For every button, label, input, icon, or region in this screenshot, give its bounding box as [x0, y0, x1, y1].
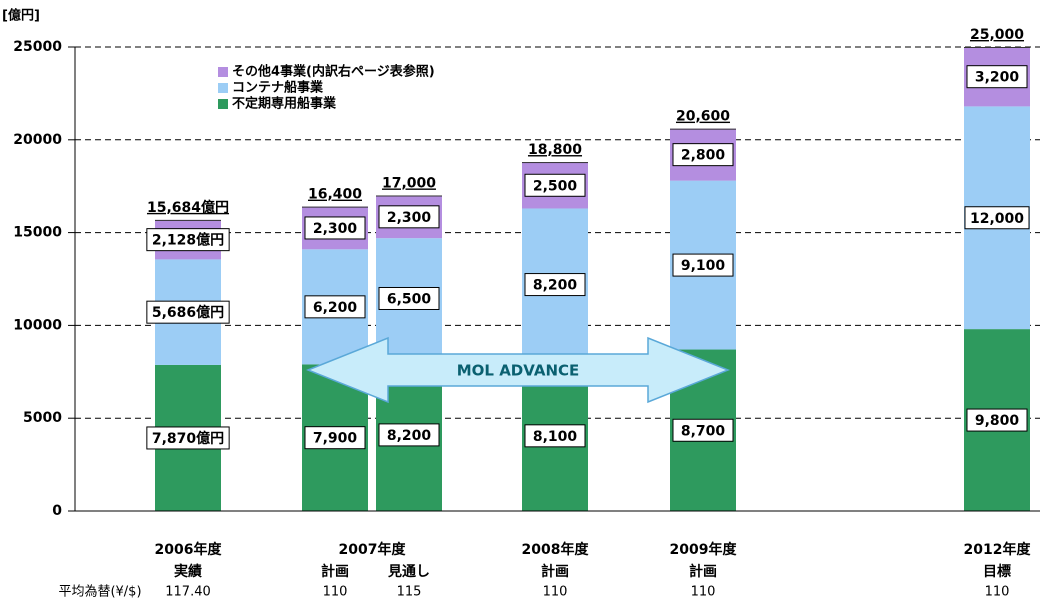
exchange-rate-label: 平均為替(¥/$) [58, 584, 141, 600]
value-label: 6,200 [313, 300, 358, 316]
total-marker [155, 219, 221, 221]
value-label: 8,200 [533, 278, 578, 294]
x-tick-label: 計画 [541, 563, 569, 580]
value-label-box [146, 426, 230, 450]
category-group-label: 2012年度 [964, 541, 1032, 558]
x-tick-label: 計画 [689, 563, 717, 580]
value-label-box [378, 423, 440, 447]
value-label-box [966, 408, 1028, 432]
x-tick-label: 実績 [174, 563, 202, 580]
total-label: 15,684億円 [147, 199, 229, 216]
exchange-rate-value: 115 [397, 585, 422, 600]
value-label-box [966, 65, 1028, 89]
category-group-label: 2008年度 [522, 541, 590, 558]
value-label-box [304, 295, 366, 319]
total-marker [376, 195, 442, 197]
value-label-box [378, 286, 440, 310]
value-label-box [672, 418, 734, 442]
total-marker [670, 128, 736, 130]
x-tick-label: 目標 [983, 563, 1011, 580]
value-label: 7,900 [313, 431, 358, 447]
legend-label: コンテナ船事業 [232, 80, 324, 96]
total-label: 25,000 [970, 27, 1024, 43]
value-label: 9,100 [681, 258, 726, 274]
y-tick-label: 10000 [13, 317, 62, 333]
double-arrow [305, 336, 731, 404]
y-tick-label: 15000 [13, 225, 62, 241]
value-label: 2,300 [313, 221, 358, 237]
value-label: 2,300 [387, 210, 432, 226]
value-label: 8,200 [387, 428, 432, 444]
exchange-rate-value: 110 [543, 585, 568, 600]
legend-label: 不定期専用船事業 [232, 96, 337, 112]
y-tick-label: 20000 [13, 132, 62, 148]
value-label: 5,686億円 [152, 304, 224, 321]
total-marker [522, 162, 588, 164]
total-marker [302, 206, 368, 208]
value-label-box [146, 300, 230, 324]
annotation-text: MOL ADVANCE [457, 362, 580, 380]
value-label-box [524, 273, 586, 297]
legend-swatch [218, 83, 228, 93]
value-label-box [524, 424, 586, 448]
y-tick-label: 5000 [23, 410, 62, 426]
legend-swatch [218, 67, 228, 77]
legend-swatch [218, 99, 228, 109]
total-label: 16,400 [308, 187, 362, 203]
category-group-label: 2009年度 [670, 541, 738, 558]
value-label: 12,000 [970, 211, 1024, 227]
total-label: 18,800 [528, 142, 582, 158]
y-tick-label: 0 [52, 503, 62, 519]
legend-label: その他4事業(内訳右ページ表参照) [232, 64, 435, 80]
value-label: 2,128億円 [152, 232, 224, 249]
exchange-rate-value: 110 [691, 585, 716, 600]
value-label: 8,100 [533, 429, 578, 445]
value-label: 8,700 [681, 423, 726, 439]
value-label: 3,200 [975, 70, 1020, 86]
x-tick-label: 計画 [321, 563, 349, 580]
value-label-box [524, 173, 586, 197]
value-label: 9,800 [975, 413, 1020, 429]
category-group-label: 2006年度 [155, 541, 223, 558]
exchange-rate-value: 110 [323, 585, 348, 600]
value-label: 6,500 [387, 291, 432, 307]
value-label-box [964, 206, 1030, 230]
value-label-box [146, 228, 230, 252]
y-tick-label: 25000 [13, 39, 62, 55]
y-axis-label: [億円] [2, 8, 40, 24]
value-label-box [672, 253, 734, 277]
value-label: 7,870億円 [152, 430, 224, 447]
value-label: 2,500 [533, 178, 578, 194]
x-tick-label: 見通し [387, 564, 430, 580]
value-label-box [304, 216, 366, 240]
category-group-label: 2007年度 [339, 541, 407, 558]
total-label: 17,000 [382, 175, 436, 191]
value-label-box [672, 143, 734, 167]
total-label: 20,600 [676, 109, 730, 125]
exchange-rate-value: 117.40 [165, 585, 211, 600]
exchange-rate-value: 110 [985, 585, 1010, 600]
total-marker [964, 47, 1030, 48]
annotation-arrow: MOL ADVANCE [305, 336, 731, 404]
value-label: 2,800 [681, 148, 726, 164]
value-label-box [304, 426, 366, 450]
value-label-box [378, 205, 440, 229]
